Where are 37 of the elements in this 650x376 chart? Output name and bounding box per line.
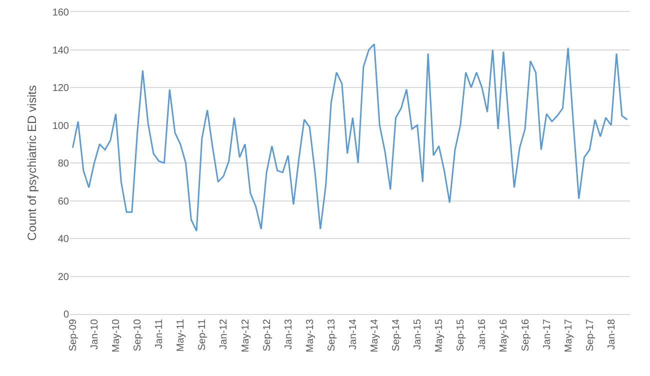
line-series (72, 43, 628, 232)
y-tick-label: 20 (58, 272, 70, 283)
x-tick-label: Jan-12 (218, 318, 230, 350)
x-tick-label: May-10 (111, 318, 122, 352)
y-tick-label: 0 (63, 310, 70, 320)
x-tick-label: Sep-12 (262, 318, 273, 352)
x-tick-label: Sep-16 (520, 318, 532, 352)
x-tick-label: May-12 (240, 318, 252, 352)
x-tick-label: May-14 (369, 318, 380, 352)
x-tick-label: Jan-11 (154, 318, 166, 349)
x-tick-label: May-17 (563, 318, 574, 352)
x-tick-label: May-13 (304, 318, 316, 352)
x-tick-label: Sep-10 (132, 318, 144, 352)
x-tick-label: Sep-14 (391, 318, 402, 352)
x-tick-label: Sep-17 (584, 318, 596, 352)
x-tick-label: Jan-15 (412, 318, 424, 350)
y-tick-label: 120 (52, 83, 70, 94)
y-tick-label: 140 (52, 45, 70, 56)
x-tick-label: May-16 (498, 318, 510, 352)
x-tick-label: Jan-10 (89, 318, 100, 350)
x-tick-label: Sep-09 (68, 318, 79, 352)
x-tick-label: Jan-18 (606, 318, 618, 350)
y-tick-label: 100 (52, 120, 70, 132)
x-tick-label: Sep-11 (197, 318, 208, 351)
x-tick-label: Jan-16 (477, 318, 488, 350)
x-tick-label: Jan-14 (348, 318, 359, 350)
y-tick-label: 80 (58, 158, 70, 170)
y-tick-label: 40 (58, 234, 70, 245)
y-axis-title: Count of psychiatric ED visits (25, 85, 39, 241)
x-tick-label: Jan-17 (542, 318, 553, 350)
x-tick-label: May-11 (176, 318, 187, 352)
x-tick-label: Sep-15 (456, 318, 467, 352)
y-tick-label: 60 (58, 196, 70, 208)
x-tick-label: Sep-13 (326, 318, 338, 352)
x-tick-label: Jan-13 (283, 318, 294, 350)
y-tick-label: 160 (52, 8, 70, 18)
x-tick-label: May-15 (434, 318, 446, 352)
